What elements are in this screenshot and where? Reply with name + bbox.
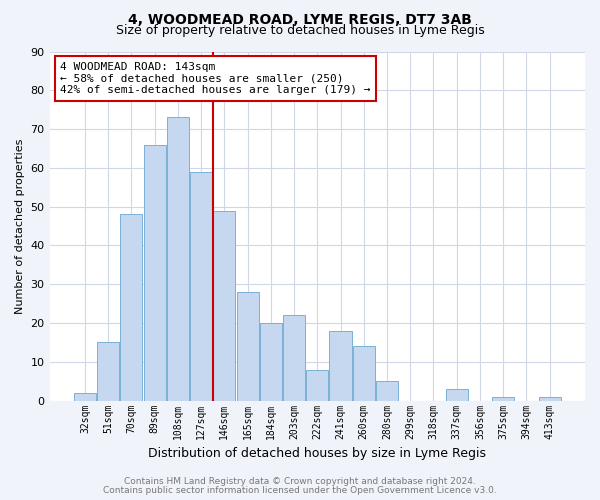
Bar	[353, 346, 375, 401]
Bar	[329, 331, 352, 400]
Bar	[143, 144, 166, 400]
Bar	[539, 397, 560, 400]
Bar	[74, 393, 96, 400]
Bar	[492, 397, 514, 400]
Text: Contains HM Land Registry data © Crown copyright and database right 2024.: Contains HM Land Registry data © Crown c…	[124, 477, 476, 486]
Bar	[97, 342, 119, 400]
Text: 4, WOODMEAD ROAD, LYME REGIS, DT7 3AB: 4, WOODMEAD ROAD, LYME REGIS, DT7 3AB	[128, 12, 472, 26]
Bar	[376, 381, 398, 400]
Bar	[283, 316, 305, 400]
Bar	[446, 389, 468, 400]
Bar	[260, 323, 282, 400]
Bar	[121, 214, 142, 400]
Bar	[190, 172, 212, 400]
Text: Contains public sector information licensed under the Open Government Licence v3: Contains public sector information licen…	[103, 486, 497, 495]
Bar	[167, 118, 189, 401]
Y-axis label: Number of detached properties: Number of detached properties	[15, 138, 25, 314]
Text: 4 WOODMEAD ROAD: 143sqm
← 58% of detached houses are smaller (250)
42% of semi-d: 4 WOODMEAD ROAD: 143sqm ← 58% of detache…	[60, 62, 371, 95]
Text: Size of property relative to detached houses in Lyme Regis: Size of property relative to detached ho…	[116, 24, 484, 37]
Bar	[306, 370, 328, 400]
X-axis label: Distribution of detached houses by size in Lyme Regis: Distribution of detached houses by size …	[148, 447, 486, 460]
Bar	[236, 292, 259, 401]
Bar	[213, 210, 235, 400]
